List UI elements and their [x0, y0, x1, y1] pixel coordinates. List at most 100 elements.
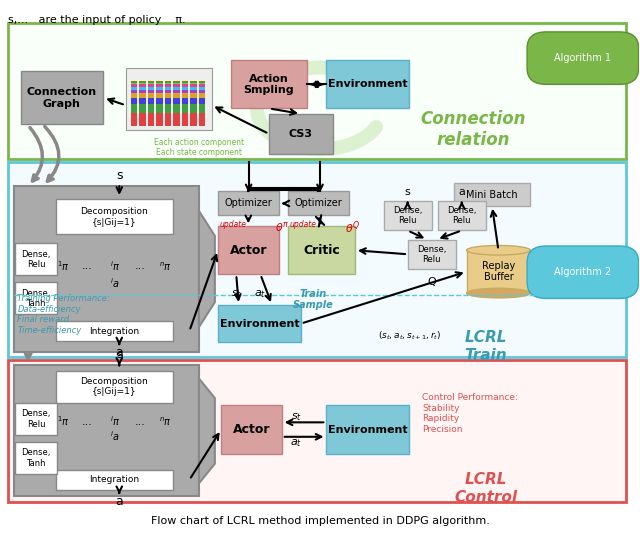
- FancyBboxPatch shape: [8, 23, 626, 159]
- Text: a: a: [115, 346, 123, 359]
- Text: Dense,
Relu: Dense, Relu: [21, 409, 51, 429]
- Bar: [140, 84, 146, 87]
- Text: Algorithm 2: Algorithm 2: [554, 267, 611, 277]
- FancyBboxPatch shape: [438, 201, 486, 230]
- Bar: [182, 98, 188, 104]
- Bar: [140, 104, 146, 112]
- Text: Replay
Buffer: Replay Buffer: [482, 261, 515, 282]
- Bar: [156, 87, 163, 89]
- FancyBboxPatch shape: [326, 60, 409, 109]
- Text: a: a: [458, 187, 465, 197]
- Text: Flow chart of LCRL method implemented in DDPG algorithm.: Flow chart of LCRL method implemented in…: [150, 515, 490, 526]
- Text: Environment: Environment: [328, 424, 408, 435]
- FancyBboxPatch shape: [8, 162, 626, 357]
- FancyBboxPatch shape: [125, 68, 212, 130]
- FancyBboxPatch shape: [56, 470, 173, 490]
- FancyBboxPatch shape: [288, 226, 355, 274]
- Bar: [173, 81, 180, 83]
- FancyBboxPatch shape: [15, 442, 57, 474]
- Bar: [198, 87, 205, 89]
- Bar: [148, 81, 154, 83]
- Bar: [131, 93, 137, 98]
- Bar: [182, 104, 188, 112]
- Bar: [190, 87, 196, 89]
- Bar: [140, 87, 146, 89]
- Bar: [198, 93, 205, 98]
- Bar: [140, 83, 146, 84]
- FancyBboxPatch shape: [221, 406, 282, 454]
- FancyBboxPatch shape: [527, 246, 639, 299]
- Bar: [190, 84, 196, 87]
- Text: update: update: [220, 220, 246, 229]
- Polygon shape: [199, 378, 215, 483]
- Bar: [131, 87, 137, 89]
- Bar: [182, 112, 188, 125]
- Bar: [190, 89, 196, 93]
- Bar: [140, 89, 146, 93]
- Bar: [173, 87, 180, 89]
- FancyBboxPatch shape: [218, 305, 301, 342]
- Bar: [156, 81, 163, 83]
- Polygon shape: [199, 211, 215, 327]
- Text: Q: Q: [428, 277, 436, 287]
- Text: Dense,
Relu: Dense, Relu: [417, 245, 447, 264]
- Bar: [148, 104, 154, 112]
- Bar: [148, 84, 154, 87]
- FancyBboxPatch shape: [218, 226, 278, 274]
- Bar: [164, 98, 171, 104]
- Text: Dense,
Tanh: Dense, Tanh: [21, 448, 51, 468]
- FancyBboxPatch shape: [56, 200, 173, 234]
- Bar: [148, 89, 154, 93]
- Text: ...: ...: [82, 416, 93, 427]
- Bar: [131, 84, 137, 87]
- Text: Training Performance:
Data-efficiency
Final reward
Time-efficiency: Training Performance: Data-efficiency Fi…: [17, 294, 110, 335]
- Text: Connection
relation: Connection relation: [420, 110, 525, 149]
- Text: Action
Smpling: Action Smpling: [244, 74, 294, 95]
- Text: Dense,
Relu: Dense, Relu: [21, 250, 51, 269]
- FancyBboxPatch shape: [384, 201, 431, 230]
- Text: CS3: CS3: [289, 129, 313, 139]
- Bar: [182, 84, 188, 87]
- Text: s,...   are the input of policy    π.: s,... are the input of policy π.: [8, 15, 186, 25]
- FancyBboxPatch shape: [408, 239, 456, 269]
- Bar: [164, 89, 171, 93]
- Bar: [198, 112, 205, 125]
- Bar: [164, 84, 171, 87]
- Text: $\theta^{Q}$: $\theta^{Q}$: [346, 220, 361, 236]
- Text: Environment: Environment: [328, 79, 408, 89]
- Text: $^{n}\pi$: $^{n}\pi$: [159, 260, 172, 273]
- Ellipse shape: [467, 288, 531, 298]
- FancyBboxPatch shape: [231, 60, 307, 109]
- Bar: [156, 98, 163, 104]
- Bar: [190, 93, 196, 98]
- Bar: [156, 89, 163, 93]
- FancyBboxPatch shape: [326, 406, 409, 454]
- Text: a: a: [115, 495, 123, 508]
- Bar: [131, 81, 137, 83]
- Text: $^{i}a$: $^{i}a$: [110, 429, 120, 443]
- Bar: [182, 89, 188, 93]
- Bar: [198, 89, 205, 93]
- Bar: [173, 98, 180, 104]
- FancyBboxPatch shape: [8, 360, 626, 502]
- Bar: [164, 81, 171, 83]
- Text: Environment: Environment: [220, 318, 300, 329]
- Bar: [190, 98, 196, 104]
- Bar: [173, 93, 180, 98]
- Text: Dense,
Relu: Dense, Relu: [447, 206, 476, 225]
- Bar: [173, 104, 180, 112]
- Bar: [198, 81, 205, 83]
- Bar: [182, 87, 188, 89]
- Text: s: s: [116, 348, 122, 361]
- Bar: [156, 83, 163, 84]
- Bar: [156, 93, 163, 98]
- Text: $a_t$: $a_t$: [291, 437, 303, 449]
- Text: ...: ...: [135, 416, 146, 427]
- FancyBboxPatch shape: [218, 192, 278, 216]
- Bar: [164, 83, 171, 84]
- Text: $s_t$: $s_t$: [291, 411, 302, 423]
- Text: $^{1}\pi$: $^{1}\pi$: [58, 259, 70, 273]
- Text: LCRL
Train: LCRL Train: [465, 330, 507, 363]
- Bar: [156, 84, 163, 87]
- Bar: [198, 98, 205, 104]
